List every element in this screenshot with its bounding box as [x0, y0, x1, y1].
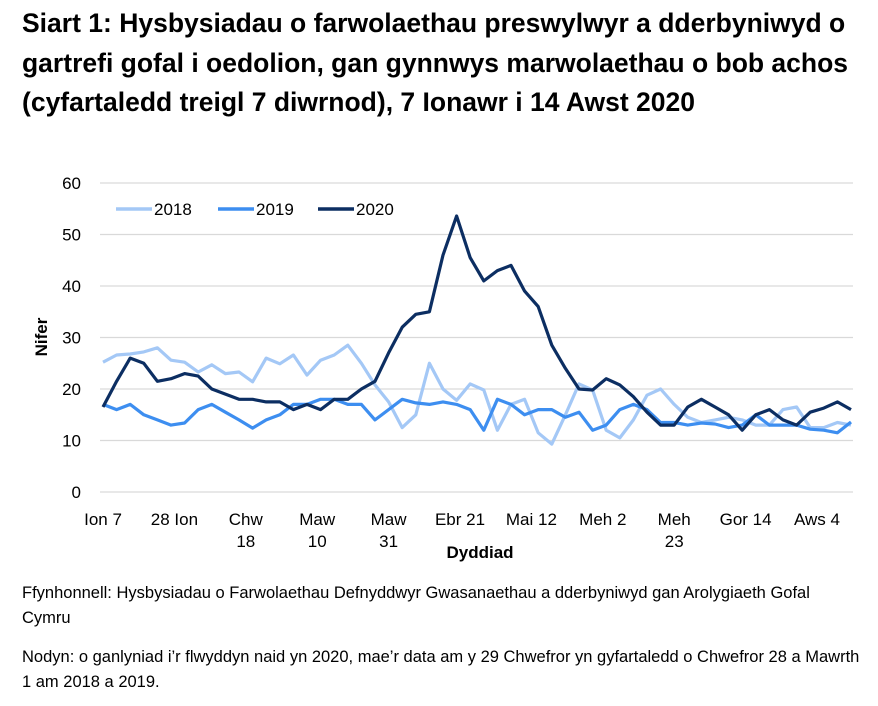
y-tick-label: 60	[62, 174, 81, 193]
y-tick-label: 40	[62, 277, 81, 296]
x-tick-label-line: Aws 4	[794, 510, 840, 529]
x-tick-label-line: Maw	[299, 510, 336, 529]
y-tick-label: 10	[62, 432, 81, 451]
x-tick-label: Ebr 21	[435, 510, 485, 529]
x-tick-label: Gor 14	[720, 510, 772, 529]
x-tick-label: Meh 2	[579, 510, 626, 529]
x-tick-label: Meh 23	[658, 510, 691, 551]
y-axis-title: Nifer	[32, 317, 51, 356]
x-axis-title: Dyddiad	[446, 543, 513, 562]
y-tick-label: 30	[62, 329, 81, 348]
x-tick-label-line: 31	[379, 532, 398, 551]
x-tick-label-line: 23	[665, 532, 684, 551]
x-tick-label-line: Ebr 21	[435, 510, 485, 529]
chart-title: Siart 1: Hysbysiadau o farwolaethau pres…	[22, 8, 849, 117]
x-tick-label-line: Maw	[371, 510, 408, 529]
x-tick-label-line: 18	[236, 532, 255, 551]
x-tick-label: Maw 31	[371, 510, 408, 551]
x-tick-label-line: Chw	[229, 510, 264, 529]
x-tick-label-line: Gor 14	[720, 510, 772, 529]
x-tick-label-line: Meh	[658, 510, 691, 529]
series-line-2018	[102, 343, 852, 446]
x-tick-label-line: Ion 7	[84, 510, 122, 529]
legend-label: 2019	[256, 200, 294, 219]
y-tick-label: 20	[62, 380, 81, 399]
source-note: Ffynhonnell: Hysbysiadau o Farwolaethau …	[22, 584, 810, 627]
y-tick-label: 0	[72, 483, 81, 502]
x-tick-label: Chw 18	[229, 510, 264, 551]
x-tick-label-line: Mai 12	[506, 510, 557, 529]
legend-label: 2020	[356, 200, 394, 219]
x-tick-label-line: 10	[308, 532, 327, 551]
footnote: Nodyn: o ganlyniad i’r flwyddyn naid yn …	[22, 648, 860, 691]
x-tick-label: Aws 4	[794, 510, 840, 529]
x-tick-label-line: 28 Ion	[151, 510, 198, 529]
x-tick-label: 28 Ion	[151, 510, 198, 529]
y-tick-label: 50	[62, 226, 81, 245]
x-tick-label: Maw 10	[299, 510, 336, 551]
x-tick-label: Ion 7	[84, 510, 122, 529]
x-tick-label-line: Meh 2	[579, 510, 626, 529]
x-tick-label: Mai 12	[506, 510, 557, 529]
legend-label: 2018	[154, 200, 192, 219]
series-line-2020	[101, 214, 852, 432]
series-line-2019	[102, 397, 852, 435]
